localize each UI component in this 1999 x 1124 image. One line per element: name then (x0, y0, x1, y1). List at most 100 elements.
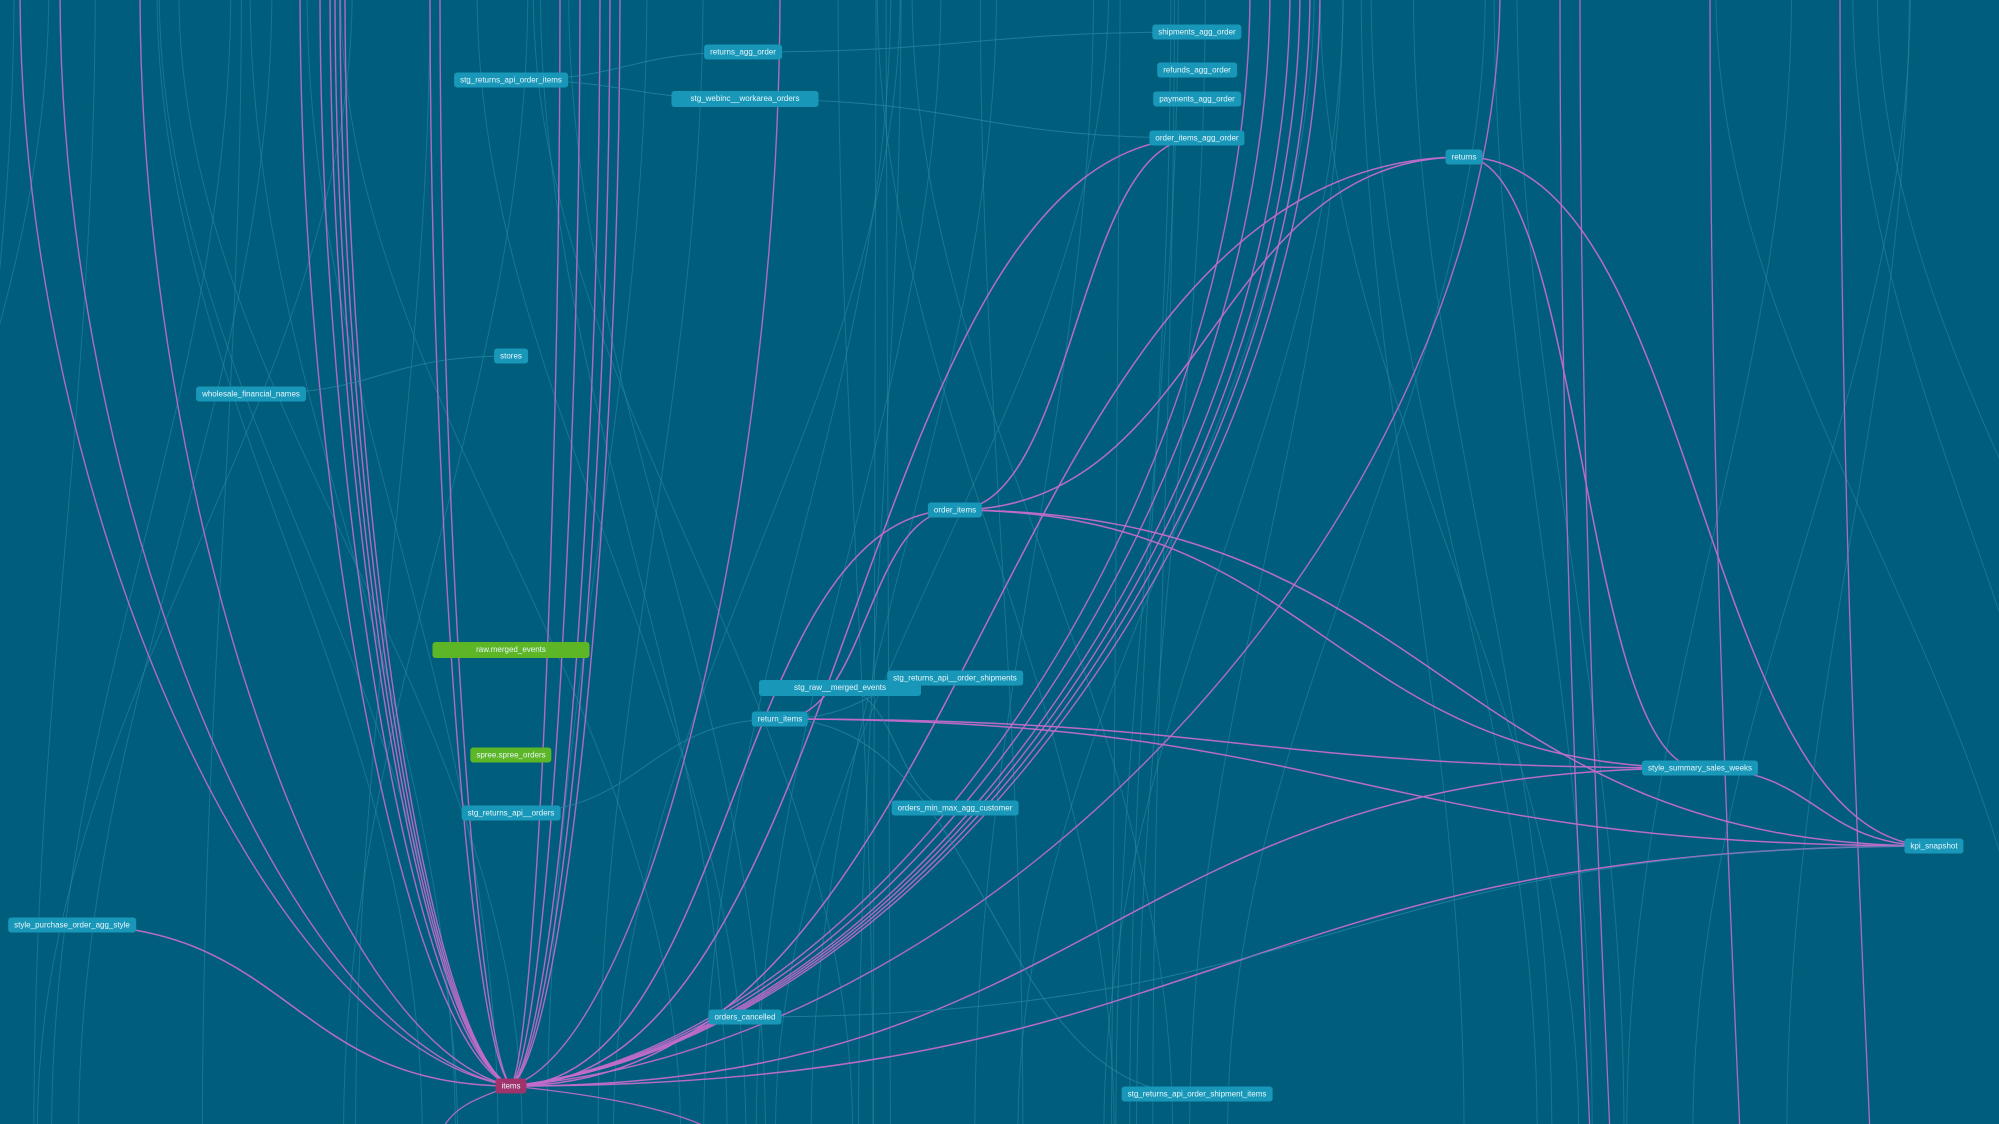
highlighted-edge (510, 0, 1321, 1087)
highlighted-edge (510, 0, 1501, 1087)
node-kpi-snapshot[interactable]: kpi_snapshot (1904, 838, 1964, 854)
node-style-purchase-order-agg-style[interactable]: style_purchase_order_agg_style (8, 917, 136, 933)
highlighted-edge (510, 0, 1301, 1087)
edge-returns-to-style_summary_sales_weeks (1463, 156, 1701, 769)
edge-style_summary_sales_weeks-to-kpi_snapshot (1699, 767, 1935, 847)
background-edge (1360, 0, 1465, 1124)
highlighted-edge (329, 0, 512, 1087)
highlighted-edge (510, 0, 581, 1087)
background-edge (36, 0, 353, 1124)
node-payments-agg-order[interactable]: payments_agg_order (1153, 91, 1241, 107)
highlighted-edge (510, 0, 1271, 1087)
background-edge (872, 0, 877, 1124)
background-edge (33, 0, 96, 1124)
background-edge (340, 0, 681, 1124)
node-stg-returns-api-order-items[interactable]: stg_returns_api_order_items (454, 72, 568, 88)
background-edge (1115, 0, 1179, 1124)
background-edge (1493, 0, 1593, 1124)
background-edge (885, 0, 891, 1124)
node-stores[interactable]: stores (494, 348, 528, 364)
highlighted-edge (1839, 0, 1871, 1124)
node-shipments-agg-order[interactable]: shipments_agg_order (1152, 24, 1242, 40)
background-edge (1370, 0, 1538, 1124)
background-edge (810, 0, 997, 1124)
highlighted-edge (339, 0, 512, 1087)
background-edge (1715, 0, 1999, 853)
highlighted-edge (510, 1085, 702, 1124)
edge-stg_webinc__workarea_orders-to-order_items_agg_order (744, 98, 1198, 139)
highlighted-edge (510, 0, 561, 1087)
node-returns[interactable]: returns (1445, 149, 1483, 165)
node-returns-agg-order[interactable]: returns_agg_order (704, 44, 782, 60)
highlighted-edge (510, 0, 621, 1087)
node-order-items[interactable]: order_items (927, 502, 983, 518)
background-edge (343, 0, 529, 1124)
node-stg-raw--merged-events[interactable]: stg_raw__merged_events (759, 680, 921, 696)
background-edge (1189, 0, 1344, 1124)
background-edge (0, 0, 15, 272)
node-wholesale-financial-names[interactable]: wholesale_financial_names (196, 386, 306, 402)
edge-returns-to-kpi_snapshot (1463, 156, 1935, 847)
highlighted-edge (344, 0, 512, 1087)
highlighted-edge (510, 0, 1251, 1087)
node-style-summary-sales-weeks[interactable]: style_summary_sales_weeks (1641, 760, 1759, 776)
highlighted-edge (510, 0, 611, 1087)
background-edge (568, 0, 766, 1124)
background-edge (1103, 0, 1344, 1124)
background-edge (1129, 0, 1172, 1124)
background-edge (1877, 0, 1999, 460)
edge-stg_returns_api__orders-to-return_items (510, 718, 781, 814)
node-orders-min-max-agg-customer[interactable]: orders_min_max_agg_customer (891, 800, 1019, 816)
background-edge (546, 0, 648, 1124)
node-items[interactable]: items (495, 1078, 527, 1094)
node-stg-returns-api--order-shipments[interactable]: stg_returns_api__order_shipments (887, 670, 1023, 686)
background-edge (1227, 0, 1486, 1124)
highlighted-edge (334, 0, 512, 1087)
edge-order_items-to-kpi_snapshot (954, 509, 1935, 847)
node-stg-returns-api-order-shipment-items[interactable]: stg_returns_api_order_shipment_items (1121, 1086, 1273, 1102)
edge-return_items-to-kpi_snapshot (779, 718, 1935, 847)
highlighted-edge (510, 0, 781, 1087)
node-return-items[interactable]: return_items (751, 711, 809, 727)
edge-order_items-to-style_summary_sales_weeks (954, 509, 1701, 769)
background-edge (1319, 0, 1580, 1124)
background-edge (51, 0, 232, 1124)
background-edge (1692, 0, 1911, 1124)
background-edge (1516, 0, 1625, 1124)
background-edge (306, 0, 499, 1124)
background-edge (158, 0, 458, 1124)
highlighted-edge (1579, 0, 1611, 1124)
edge-returns_agg_order-to-shipments_agg_order (742, 31, 1198, 53)
node-stg-returns-api--orders[interactable]: stg_returns_api__orders (461, 805, 561, 821)
background-edge (858, 0, 902, 1124)
background-edge (1152, 0, 1175, 1124)
highlighted-edge (510, 0, 1311, 1087)
highlighted-edge (59, 0, 512, 1087)
background-edge (476, 0, 747, 1124)
background-edge (540, 0, 728, 1124)
background-edge (1136, 0, 1206, 1124)
background-edge (974, 0, 1094, 1124)
edge-order_items-to-order_items_agg_order (954, 137, 1198, 511)
edge-items-to-order_items_agg_order (510, 137, 1198, 1087)
node-spree-spree-orders[interactable]: spree.spree_orders (470, 747, 552, 763)
node-stg-webinc--workarea-orders[interactable]: stg_webinc__workarea_orders (671, 91, 819, 107)
edge-orders_cancelled-to-kpi_snapshot (744, 845, 1935, 1018)
background-edge (1626, 0, 1793, 1124)
background-edge (156, 0, 423, 1124)
edge-return_items-to-style_summary_sales_weeks (779, 718, 1701, 769)
node-raw-merged-events[interactable]: raw.merged_events (432, 642, 590, 658)
background-edge (201, 0, 242, 1124)
background-edge (178, 0, 523, 1124)
edge-items-to-kpi_snapshot (510, 845, 1935, 1087)
highlighted-edge (439, 0, 512, 1087)
background-edge (876, 0, 1115, 1124)
background-edge (979, 0, 1024, 1124)
background-edge (0, 0, 50, 325)
node-orders-cancelled[interactable]: orders_cancelled (708, 1009, 782, 1025)
node-order-items-agg-order[interactable]: order_items_agg_order (1149, 130, 1245, 146)
node-refunds-agg-order[interactable]: refunds_agg_order (1157, 62, 1237, 78)
edge-stg_returns_api_order_shipment_items-to-return_items (779, 718, 1198, 1095)
